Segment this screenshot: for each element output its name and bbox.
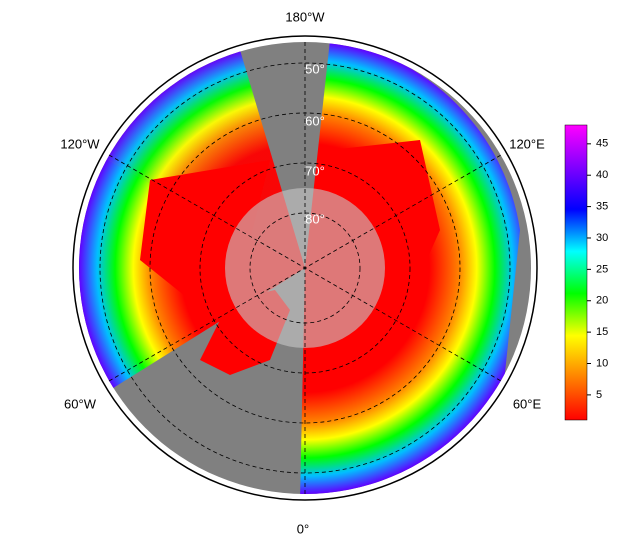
latitude-label: 60° xyxy=(305,113,325,128)
longitude-label: 60°E xyxy=(513,396,542,411)
colorbar-tick-label: 25 xyxy=(596,263,608,275)
longitude-label: 180°W xyxy=(285,9,325,24)
colorbar-tick-label: 20 xyxy=(596,295,608,307)
colorbar xyxy=(564,124,588,421)
longitude-label: 120°E xyxy=(509,136,545,151)
colorbar-tick-label: 5 xyxy=(596,389,602,401)
latitude-label: 70° xyxy=(305,163,325,178)
colorbar-tick-label: 45 xyxy=(596,138,608,150)
latitude-label: 80° xyxy=(305,211,325,226)
colorbar-tick-label: 10 xyxy=(596,357,608,369)
longitude-label: 0° xyxy=(297,521,309,536)
longitude-label: 120°W xyxy=(60,136,100,151)
colorbar-tick-label: 35 xyxy=(596,201,608,213)
colorbar-tick-label: 15 xyxy=(596,326,608,338)
longitude-label: 60°W xyxy=(64,396,97,411)
colorbar-tick-label: 40 xyxy=(596,169,608,181)
graticule xyxy=(99,42,511,494)
colorbar-tick-label: 30 xyxy=(596,232,608,244)
latitude-label: 50° xyxy=(305,61,325,76)
